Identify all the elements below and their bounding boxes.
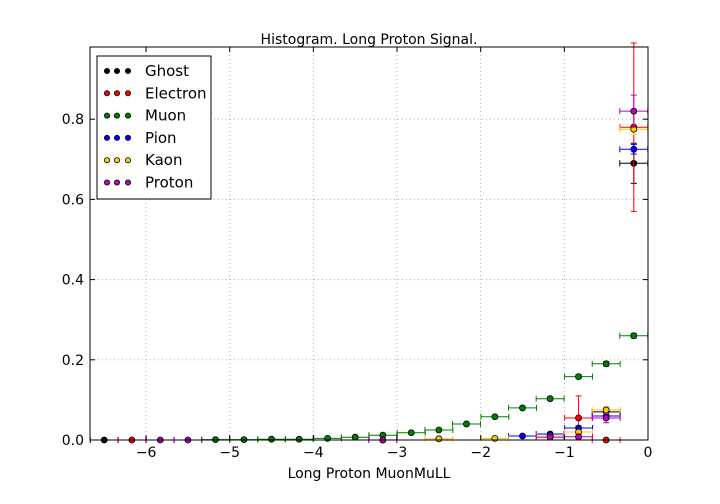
- x-tick-label: 0: [644, 445, 653, 461]
- legend-marker: [104, 157, 111, 164]
- legend-marker: [104, 68, 111, 75]
- series-muon: [201, 332, 649, 443]
- legend: Ghost Electron Muon Pion Kaon Proton: [96, 55, 212, 200]
- data-point: [575, 433, 582, 441]
- legend-marker: [114, 112, 121, 119]
- legend-marker: [125, 134, 132, 141]
- axis-ticks: −6 −5 −4 −3 −2 −1 0 0.0 0.2 0.4 0.6 0.8: [62, 47, 653, 461]
- x-tick-label: −3: [387, 445, 408, 461]
- data-point: [268, 435, 275, 443]
- data-point: [630, 332, 638, 340]
- legend-marker: [125, 157, 132, 164]
- data-point: [630, 145, 638, 153]
- legend-label: Muon: [145, 107, 186, 125]
- data-point: [519, 404, 526, 412]
- y-tick-label: 0.6: [62, 192, 84, 208]
- legend-marker: [104, 179, 111, 186]
- data-point: [602, 406, 610, 414]
- data-point: [519, 432, 526, 440]
- legend-label: Pion: [145, 129, 177, 147]
- data-point: [546, 433, 554, 441]
- legend-marker: [125, 112, 132, 119]
- legend-label: Proton: [145, 174, 193, 192]
- legend-marker: [104, 112, 111, 119]
- y-tick-label: 0.8: [62, 112, 84, 128]
- data-point: [602, 360, 610, 368]
- y-tick-label: 0.2: [62, 353, 84, 369]
- data-point: [630, 107, 638, 115]
- data-point: [435, 426, 443, 434]
- x-tick-label: −6: [136, 445, 157, 461]
- plot-area-frame: [89, 46, 649, 441]
- chart-title: Histogram. Long Proton Signal.: [261, 32, 478, 48]
- y-tick-label: 0.4: [62, 273, 84, 289]
- data-point: [602, 414, 610, 422]
- legend-marker: [114, 179, 121, 186]
- legend-label: Kaon: [145, 151, 182, 169]
- legend-label: Ghost: [145, 62, 189, 80]
- x-axis-label: Long Proton MuonMuLL: [288, 466, 451, 482]
- data-point: [407, 429, 415, 437]
- legend-marker: [104, 134, 111, 141]
- x-tick-label: −4: [303, 445, 324, 461]
- legend-marker: [125, 90, 132, 97]
- legend-marker: [104, 90, 111, 97]
- x-tick-label: −5: [219, 445, 240, 461]
- x-tick-label: −1: [554, 445, 575, 461]
- legend-marker: [114, 134, 121, 141]
- data-point: [351, 433, 359, 441]
- data-point: [295, 435, 303, 443]
- x-tick-label: −2: [470, 445, 491, 461]
- data-series: [89, 42, 649, 444]
- y-tick-label: 0.0: [62, 433, 84, 449]
- data-point: [575, 414, 582, 422]
- legend-marker: [125, 68, 132, 75]
- data-point: [463, 420, 470, 428]
- data-point: [546, 395, 554, 403]
- data-point: [435, 435, 443, 443]
- legend-label: Electron: [145, 84, 207, 102]
- legend-marker: [114, 90, 121, 97]
- legend-marker: [114, 68, 121, 75]
- legend-marker: [114, 157, 121, 164]
- legend-box: [96, 55, 212, 200]
- data-point: [491, 413, 499, 421]
- data-point: [575, 373, 582, 381]
- legend-marker: [125, 179, 132, 186]
